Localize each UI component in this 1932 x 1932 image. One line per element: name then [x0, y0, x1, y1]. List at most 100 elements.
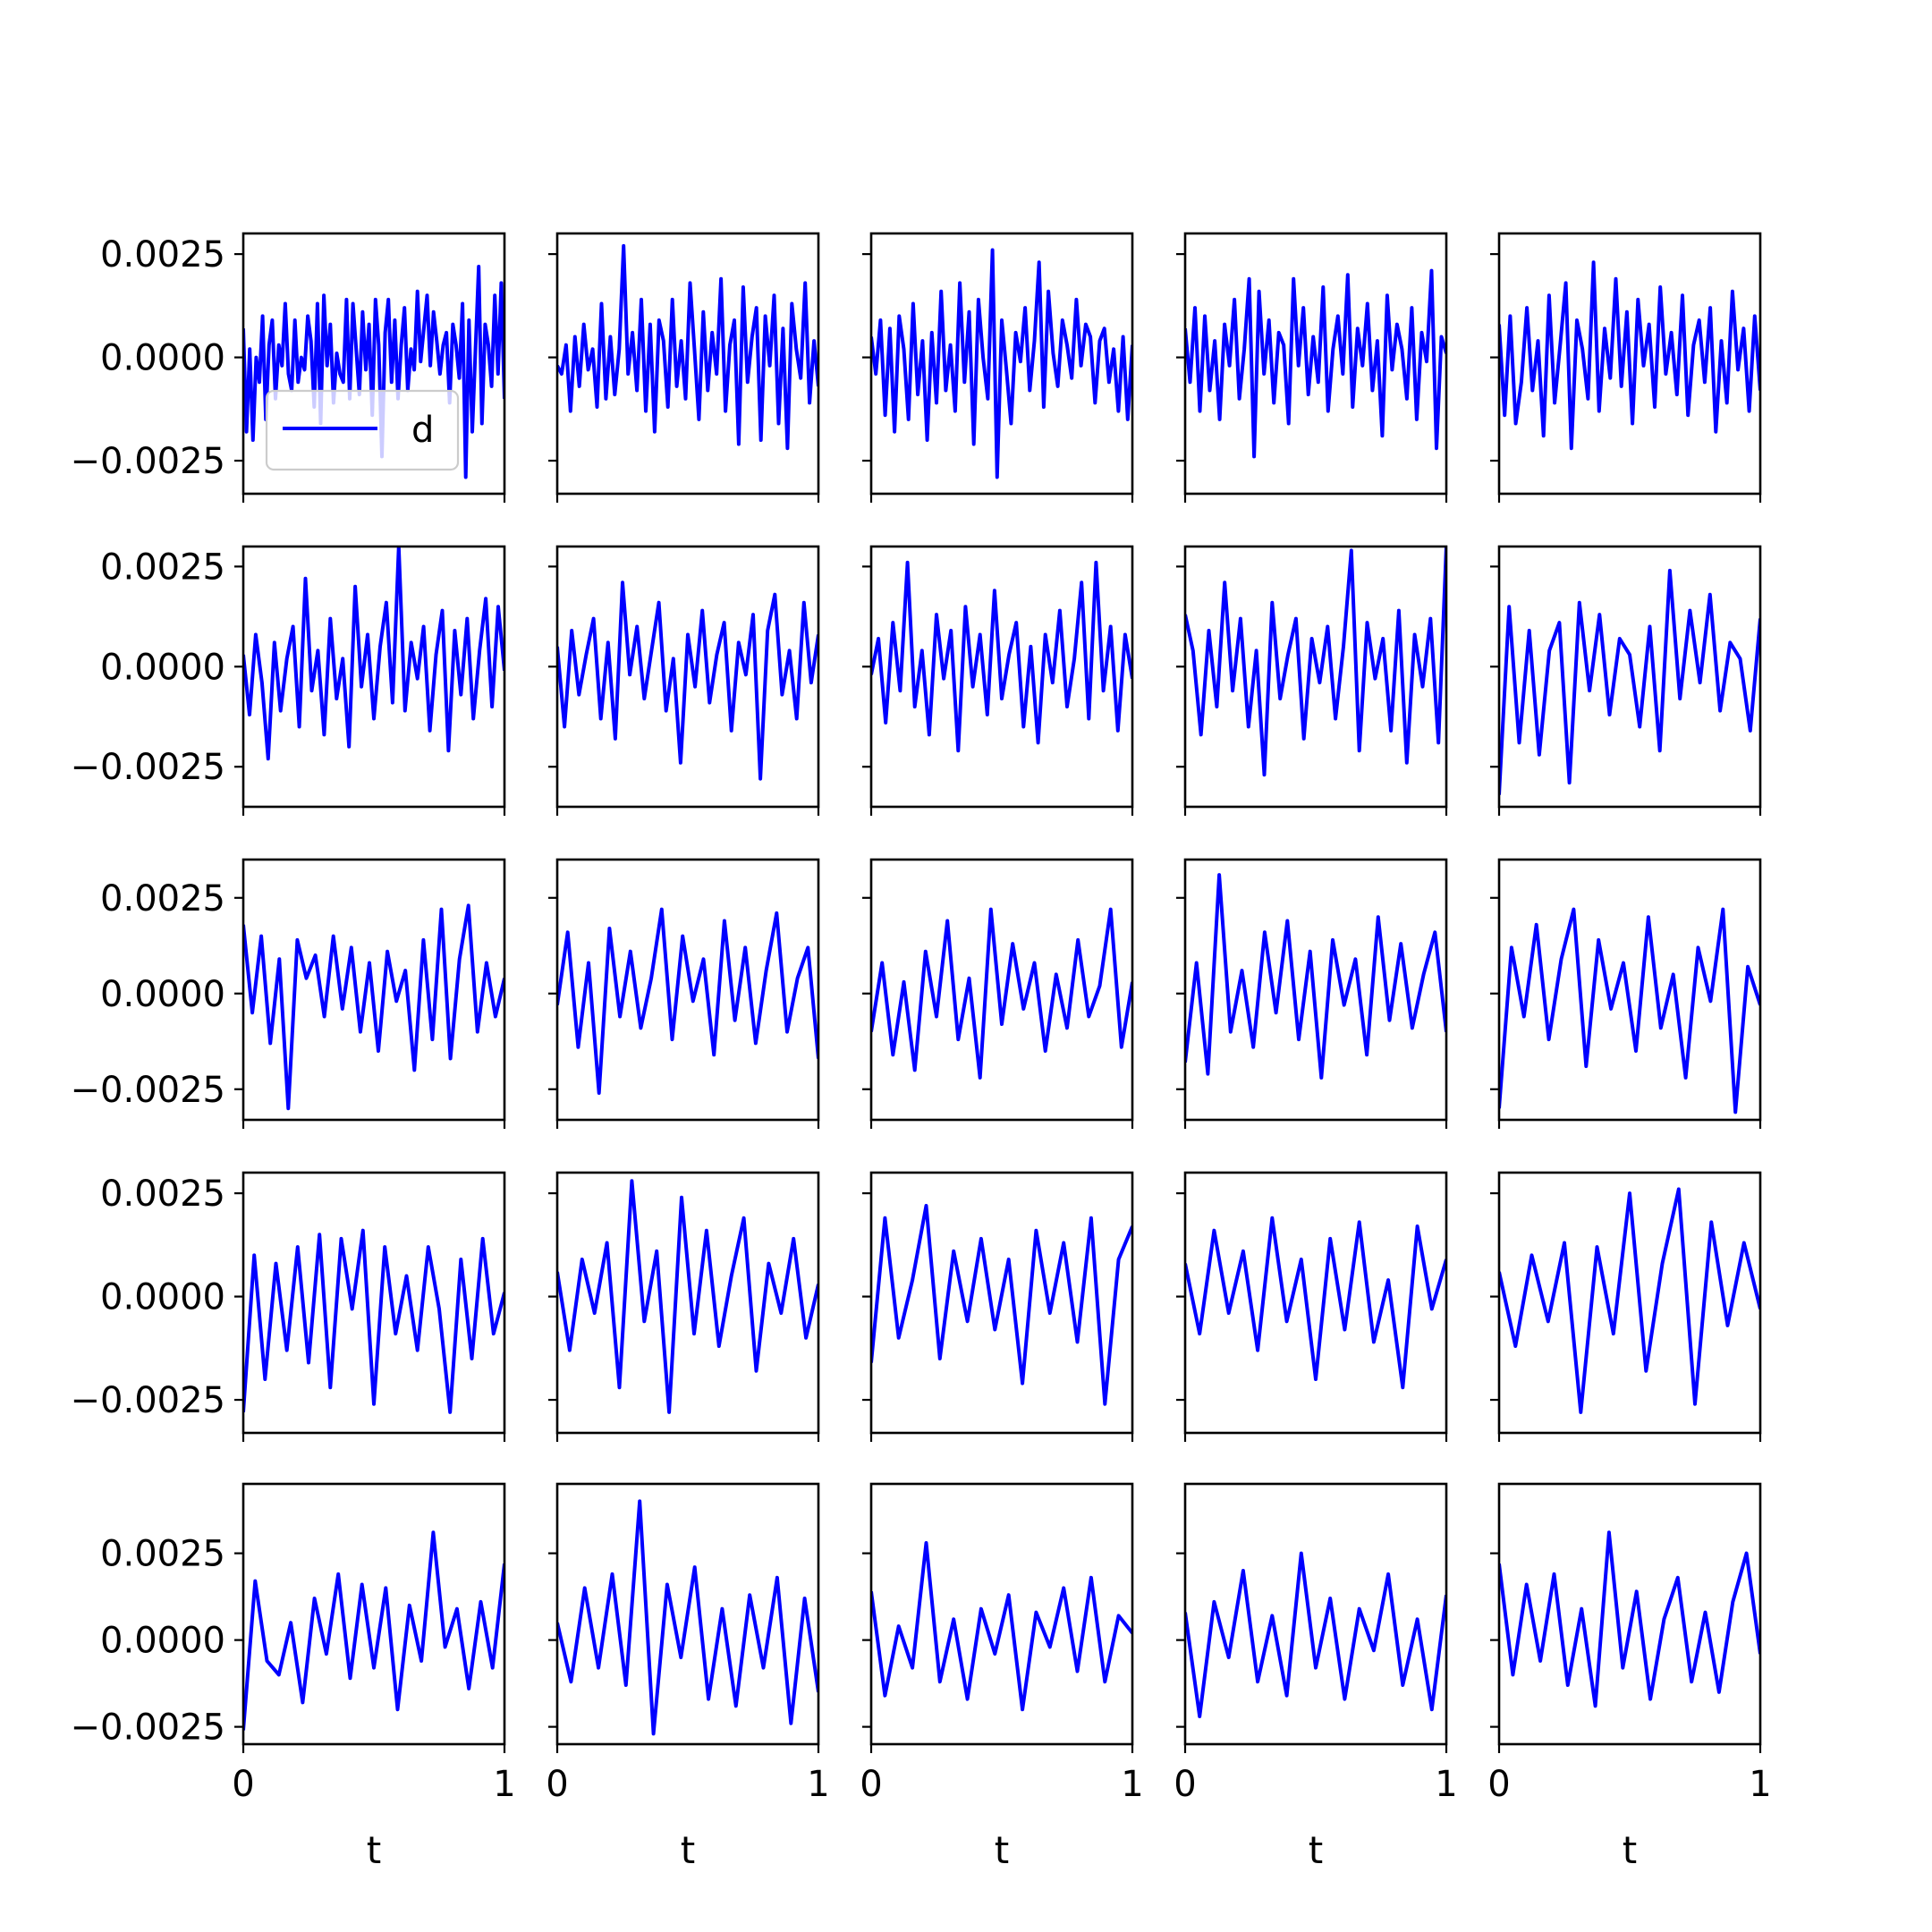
series-line-d — [871, 560, 1132, 753]
y-tick-label: −0.0025 — [71, 1380, 225, 1421]
axes-frame — [1497, 1482, 1762, 1746]
axes-frame — [1183, 545, 1448, 809]
axes-frame — [869, 232, 1134, 496]
series-line-d — [243, 1530, 504, 1731]
axes-frame — [1183, 232, 1448, 496]
subplot-r3-c2 — [548, 858, 820, 1129]
subplot-r1-c5 — [1490, 232, 1762, 503]
axes-frame — [555, 545, 820, 809]
axes-frame — [1497, 858, 1762, 1122]
y-tick-label: 0.0000 — [100, 1621, 225, 1662]
y-tick-label: 0.0000 — [100, 338, 225, 379]
subplot-r1-c4 — [1176, 232, 1448, 503]
y-tick-label: 0.0025 — [100, 234, 225, 275]
series-line-d — [243, 265, 504, 479]
subplot-r2-c3 — [862, 545, 1134, 816]
axes-frame — [1497, 1171, 1762, 1435]
series-line-d — [1185, 547, 1446, 777]
x-axis-label: t — [995, 1828, 1009, 1872]
x-tick-label: 0 — [860, 1764, 882, 1805]
subplot-r4-c2 — [548, 1171, 820, 1442]
subplot-r1-c2 — [548, 232, 820, 503]
series-line-d — [871, 907, 1132, 1080]
series-line-d — [557, 1499, 818, 1736]
axes-frame — [242, 232, 506, 496]
subplot-r4-c4 — [1176, 1171, 1448, 1442]
subplot-r5-c4: 0 1 t — [1174, 1482, 1458, 1872]
axes-frame — [1183, 1171, 1448, 1435]
axes-frame — [242, 1171, 506, 1435]
axes-frame — [242, 858, 506, 1122]
series-line-d — [1185, 873, 1446, 1080]
subplot-r2-c4 — [1176, 545, 1448, 816]
series-line-d — [557, 580, 818, 781]
y-tick-label: −0.0025 — [71, 747, 225, 788]
y-tick-label: −0.0025 — [71, 1707, 225, 1749]
axes-frame — [1183, 858, 1448, 1122]
subplot-r4-c1: 0.0025 0.0000 −0.0025 — [71, 1171, 506, 1442]
y-tick-label: 0.0025 — [100, 1174, 225, 1215]
x-axis-label: t — [681, 1828, 695, 1872]
axes-frame — [555, 858, 820, 1122]
series-line-d — [557, 243, 818, 451]
y-tick-label: 0.0025 — [100, 547, 225, 588]
series-line-d — [871, 1541, 1132, 1712]
subplot-r2-c5 — [1490, 545, 1762, 816]
series-line-d — [557, 1179, 818, 1414]
series-line-d — [1499, 260, 1760, 451]
subplot-r5-c2: 0 1 t — [546, 1482, 830, 1872]
axes-frame — [869, 545, 1134, 809]
axes-frame — [869, 1482, 1134, 1746]
subplot-r1-c3 — [862, 232, 1134, 503]
y-tick-label: 0.0000 — [100, 647, 225, 688]
axes-frame — [869, 858, 1134, 1122]
axes-frame — [1497, 232, 1762, 496]
y-tick-label: 0.0025 — [100, 878, 225, 919]
subplot-r4-c5 — [1490, 1171, 1762, 1442]
x-tick-label: 1 — [1749, 1764, 1771, 1805]
series-line-d — [1499, 907, 1760, 1114]
series-line-d — [1499, 568, 1760, 795]
axes-frame — [555, 232, 820, 496]
series-line-d — [1185, 1216, 1446, 1390]
x-tick-label: 1 — [493, 1764, 515, 1805]
series-line-d — [1185, 1551, 1446, 1718]
x-tick-label: 1 — [807, 1764, 829, 1805]
axes-frame — [242, 1482, 506, 1746]
y-tick-label: 0.0000 — [100, 974, 225, 1015]
x-axis-label: t — [1623, 1828, 1637, 1872]
x-tick-label: 0 — [232, 1764, 254, 1805]
y-tick-label: −0.0025 — [71, 441, 225, 482]
legend: d — [265, 389, 460, 471]
subplot-r3-c1: 0.0025 0.0000 −0.0025 — [71, 858, 506, 1129]
subplot-r4-c3 — [862, 1171, 1134, 1442]
x-axis-label: t — [367, 1828, 381, 1872]
axes-frame — [869, 1171, 1134, 1435]
series-line-d — [1499, 1530, 1760, 1708]
subplot-r5-c5: 0 1 t — [1487, 1482, 1772, 1872]
y-tick-label: 0.0025 — [100, 1534, 225, 1575]
axes-frame — [555, 1482, 820, 1746]
subplot-r3-c5 — [1490, 858, 1762, 1129]
subplot-r3-c3 — [862, 858, 1134, 1129]
legend-label: d — [411, 410, 434, 451]
axes-frame — [242, 545, 506, 809]
subplot-r3-c4 — [1176, 858, 1448, 1129]
y-tick-label: 0.0000 — [100, 1277, 225, 1318]
subplot-r2-c1: 0.0025 0.0000 −0.0025 — [71, 545, 506, 816]
series-line-d — [243, 547, 504, 761]
series-line-d — [871, 248, 1132, 479]
axes-frame — [1183, 1482, 1448, 1746]
series-line-d — [557, 907, 818, 1095]
y-tick-label: −0.0025 — [71, 1070, 225, 1111]
subplot-r1-c1: 0.0025 0.0000 −0.0025 d — [71, 232, 506, 503]
x-tick-label: 0 — [546, 1764, 568, 1805]
series-line-d — [871, 1204, 1132, 1406]
subplot-r5-c3: 0 1 t — [860, 1482, 1144, 1872]
x-tick-label: 1 — [1435, 1764, 1457, 1805]
subplot-r2-c2 — [548, 545, 820, 816]
x-tick-label: 1 — [1121, 1764, 1143, 1805]
series-line-d — [243, 903, 504, 1111]
